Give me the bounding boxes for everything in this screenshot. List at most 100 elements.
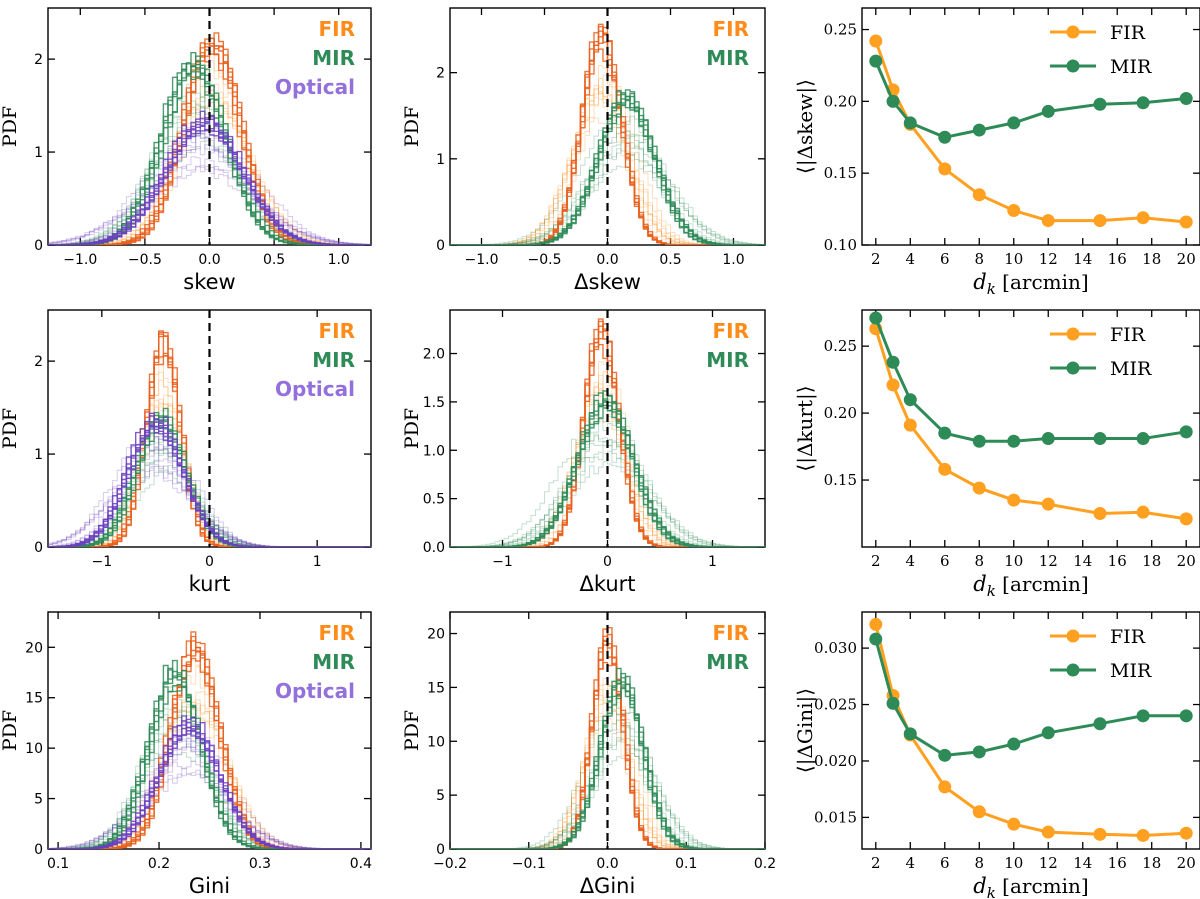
hist-Optical-faint bbox=[48, 746, 371, 849]
panel-gini: 0.1 0.2 0.3 0.4 0 5 10 15 20 FIR MIR Optical Gini PDF bbox=[0, 611, 372, 898]
y-tick-label: 1 bbox=[34, 145, 43, 161]
legend-marker-MIR bbox=[1066, 361, 1080, 375]
x-tick-label: 12 bbox=[1039, 250, 1058, 268]
y-axis-label: PDF bbox=[401, 408, 423, 449]
point-MIR bbox=[1136, 96, 1150, 110]
axes-frame bbox=[861, 309, 1200, 548]
point-FIR bbox=[938, 162, 952, 176]
point-FIR bbox=[938, 462, 952, 476]
hist-MIR bbox=[48, 419, 371, 547]
x-tick-label: 0.4 bbox=[350, 856, 372, 872]
y-axis-label: ⟨|ΔGini|⟩ bbox=[793, 688, 818, 773]
hist-MIR bbox=[48, 670, 371, 849]
y-tick-label: 5 bbox=[34, 792, 43, 808]
y-tick-label: 0 bbox=[34, 540, 43, 556]
legend-fir: FIR bbox=[712, 17, 749, 41]
x-tick-label: 2 bbox=[871, 552, 881, 570]
y-tick-label: 2 bbox=[436, 66, 445, 82]
y-axis-label: ⟨|Δskew|⟩ bbox=[793, 79, 818, 174]
x-label-d: d bbox=[973, 270, 986, 294]
point-FIR bbox=[1093, 507, 1107, 521]
axes-frame bbox=[861, 611, 1200, 850]
x-tick-label: 6 bbox=[940, 552, 950, 570]
point-MIR bbox=[886, 355, 900, 369]
x-tick-label: −1 bbox=[92, 554, 113, 570]
point-FIR bbox=[1136, 828, 1150, 842]
x-tick-label: 0.1 bbox=[47, 856, 69, 872]
point-MIR bbox=[938, 426, 952, 440]
legend-label-MIR: MIR bbox=[1110, 56, 1152, 78]
legend-marker-MIR bbox=[1066, 59, 1080, 73]
x-label-d: d bbox=[973, 874, 986, 898]
legend-mir: MIR bbox=[706, 46, 749, 70]
x-tick-label: 18 bbox=[1142, 552, 1161, 570]
legend-marker-MIR bbox=[1066, 663, 1080, 677]
x-label-k: k bbox=[987, 884, 996, 899]
legend-mir: MIR bbox=[312, 348, 355, 372]
hist-Optical-faint bbox=[48, 769, 371, 849]
x-axis-label: Δskew bbox=[574, 270, 641, 294]
point-MIR bbox=[1136, 432, 1150, 446]
x-tick-label: 0 bbox=[603, 554, 612, 570]
x-tick-label: 8 bbox=[974, 552, 984, 570]
x-tick-label: 14 bbox=[1073, 552, 1092, 570]
y-tick-label: 2 bbox=[34, 52, 43, 68]
x-tick-label: 20 bbox=[1177, 854, 1196, 872]
plot-area bbox=[48, 631, 371, 849]
x-tick-label: 18 bbox=[1142, 250, 1161, 268]
y-tick-label: 0.020 bbox=[814, 752, 857, 770]
x-tick-label: 1 bbox=[313, 554, 322, 570]
y-tick-label: 20 bbox=[427, 627, 445, 643]
series-line-MIR bbox=[874, 317, 1187, 443]
hist-MIR-faint bbox=[450, 135, 765, 245]
hist-Optical-faint bbox=[48, 144, 371, 245]
y-tick-label: 20 bbox=[25, 640, 43, 656]
y-tick-label: 0.15 bbox=[824, 471, 857, 489]
point-MIR bbox=[1093, 717, 1107, 731]
x-tick-label: 14 bbox=[1073, 250, 1092, 268]
point-MIR bbox=[1041, 104, 1055, 118]
y-tick-label: 0.015 bbox=[814, 808, 857, 826]
x-tick-label: 12 bbox=[1039, 854, 1058, 872]
legend-marker-FIR bbox=[1066, 327, 1080, 341]
plot-area bbox=[48, 330, 371, 547]
y-tick-label: 0.20 bbox=[824, 92, 857, 110]
x-tick-label: 0.1 bbox=[675, 856, 697, 872]
point-FIR bbox=[1179, 215, 1193, 229]
point-FIR bbox=[1041, 825, 1055, 839]
point-MIR bbox=[972, 745, 986, 759]
point-MIR bbox=[972, 123, 986, 137]
legend-fir: FIR bbox=[318, 17, 355, 41]
x-tick-label: 4 bbox=[906, 552, 916, 570]
hist-MIR bbox=[450, 89, 765, 245]
y-tick-label: 15 bbox=[427, 680, 445, 696]
point-MIR bbox=[903, 393, 917, 407]
plot-area bbox=[450, 627, 765, 849]
y-tick-label: 0.025 bbox=[814, 696, 857, 714]
y-tick-label: 0 bbox=[34, 238, 43, 254]
y-tick-label: 0.15 bbox=[824, 164, 857, 182]
y-tick-label: 1.5 bbox=[423, 395, 445, 411]
x-tick-label: −0.1 bbox=[512, 856, 546, 872]
x-tick-label: −0.2 bbox=[433, 856, 467, 872]
hist-FIR bbox=[450, 627, 765, 849]
point-FIR bbox=[1179, 512, 1193, 526]
y-tick-label: 15 bbox=[25, 691, 43, 707]
x-axis-label: kurt bbox=[189, 572, 231, 596]
x-tick-label: 0.2 bbox=[148, 856, 170, 872]
hist-FIR bbox=[450, 639, 765, 849]
x-tick-label: 0.2 bbox=[754, 856, 776, 872]
y-tick-label: 10 bbox=[25, 741, 43, 757]
y-tick-label: 0.030 bbox=[814, 639, 857, 657]
point-FIR bbox=[1007, 204, 1021, 218]
y-tick-label: 0.25 bbox=[824, 337, 857, 355]
legend-mir: MIR bbox=[706, 348, 749, 372]
hist-FIR bbox=[450, 320, 765, 547]
point-FIR bbox=[1007, 817, 1021, 831]
x-axis-label: dk [arcmin] bbox=[973, 874, 1088, 899]
x-tick-label: 16 bbox=[1108, 552, 1127, 570]
point-FIR bbox=[1007, 493, 1021, 507]
x-tick-label: 2 bbox=[871, 250, 881, 268]
point-MIR bbox=[1041, 432, 1055, 446]
x-tick-label: 10 bbox=[1004, 854, 1023, 872]
